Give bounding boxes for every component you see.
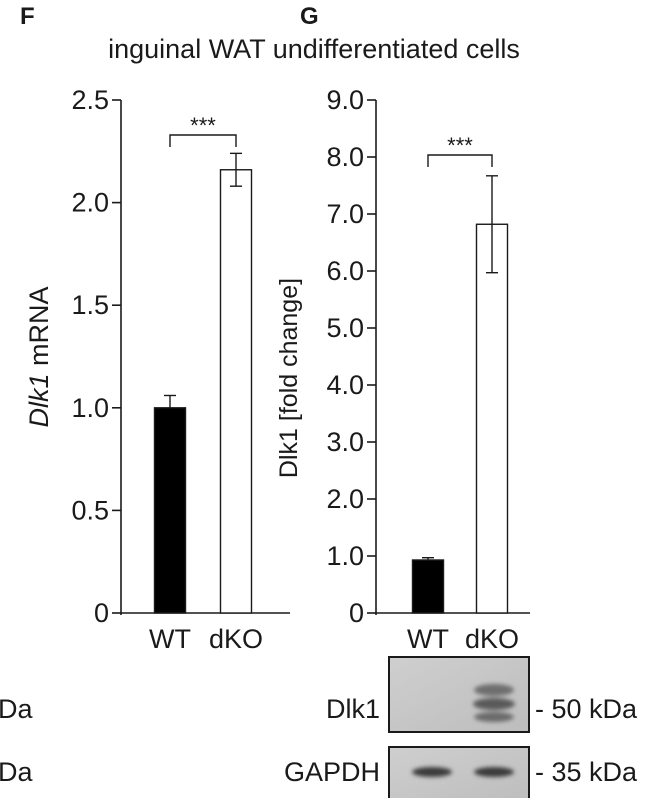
blot-dlk1-band (474, 712, 514, 722)
y-tick-label: 1.0 (326, 541, 364, 571)
western-blot: Dlk1 GAPDH - 50 kDa - 35 kDa Da Da (0, 656, 638, 798)
significance-stars: *** (190, 113, 216, 138)
bar-wt (153, 407, 187, 614)
x-tick-label: dKO (465, 624, 519, 654)
bar-dko (475, 223, 509, 614)
y-tick-label: 7.0 (326, 199, 364, 229)
f-y-axis-label: Dlk1 mRNA (24, 286, 54, 427)
cutoff-marker-text: Da (0, 757, 33, 787)
y-tick-label: 9.0 (326, 85, 364, 115)
y-tick-label: 8.0 (326, 142, 364, 172)
f-y-axis-label-italic: Dlk1 (24, 373, 54, 427)
y-tick-label: 2.0 (71, 188, 109, 218)
panel-f-chart: 0 0.5 1.0 1.5 2.0 2.5 WT dKO Dlk1 mRNA *** (24, 85, 290, 654)
bar-dko (219, 169, 253, 614)
f-y-axis-label-rest: mRNA (24, 286, 54, 373)
y-tick-label: 1.0 (71, 393, 109, 423)
y-tick-label: 0 (94, 598, 109, 628)
x-tick-label: WT (407, 624, 449, 654)
y-tick-label: 3.0 (326, 427, 364, 457)
y-tick-label: 2.0 (326, 484, 364, 514)
blot-dlk1-membrane (388, 656, 530, 733)
figure-title: inguinal WAT undifferentiated cells (108, 34, 520, 64)
blot-dlk1-bands (473, 684, 515, 722)
panel-label-f: F (20, 3, 35, 30)
blot-size-marker: - 35 kDa (535, 757, 638, 787)
blot-dlk1-band (473, 698, 515, 710)
panel-g-chart: 0 1.0 2.0 3.0 4.0 5.0 6.0 7.0 8.0 9.0 WT dKO Dlk1 … (275, 85, 530, 654)
x-tick-label: dKO (209, 624, 263, 654)
y-tick-label: 0 (349, 598, 364, 628)
y-tick-label: 1.5 (71, 290, 109, 320)
blot-gapdh-bands (412, 767, 514, 777)
significance-bracket (427, 154, 493, 167)
blot-dlk1-band (474, 684, 514, 696)
blot-gapdh-band (412, 767, 452, 777)
g-y-axis-label: Dlk1 [fold change] (275, 278, 303, 478)
y-tick-label: 4.0 (326, 370, 364, 400)
y-tick-label: 5.0 (326, 313, 364, 343)
significance-stars: *** (447, 133, 473, 158)
panel-label-g: G (300, 3, 319, 30)
blot-size-marker: - 50 kDa (535, 694, 638, 724)
blot-row-label: Dlk1 (326, 694, 380, 724)
cutoff-marker-text: Da (0, 694, 33, 724)
x-tick-label: WT (149, 624, 191, 654)
significance-bracket (169, 134, 237, 147)
y-tick-label: 2.5 (71, 85, 109, 115)
y-tick-label: 6.0 (326, 256, 364, 286)
blot-gapdh-band (474, 767, 514, 777)
y-tick-label: 0.5 (71, 495, 109, 525)
blot-row-label: GAPDH (284, 757, 380, 787)
bar-wt (411, 559, 445, 614)
